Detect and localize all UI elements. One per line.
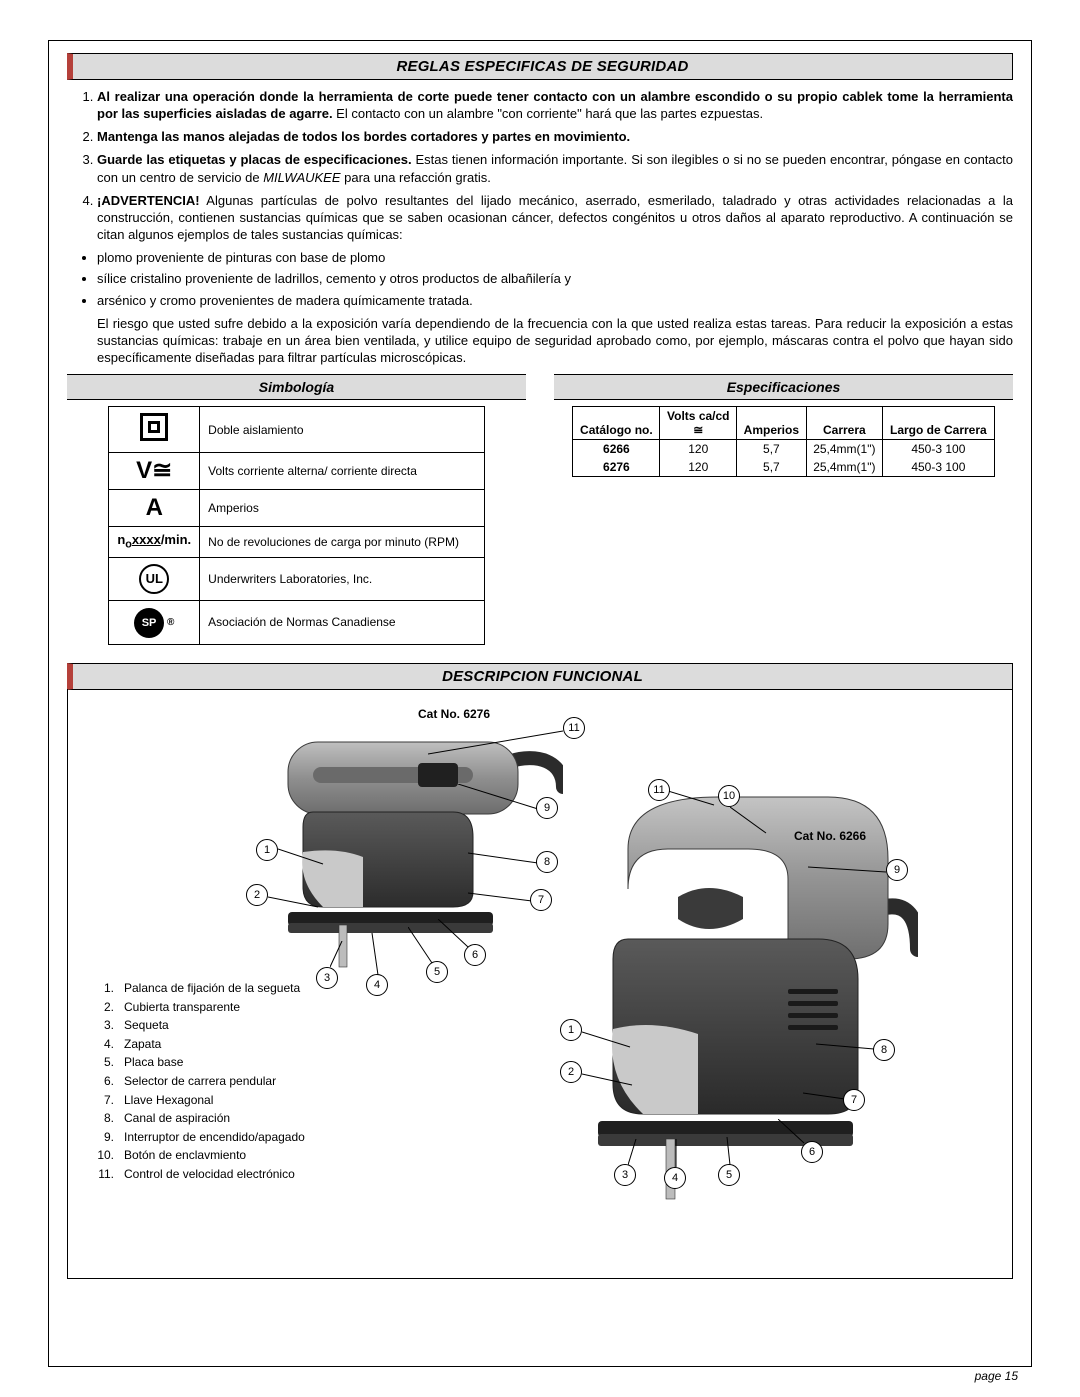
callout-right-4: 4 <box>664 1167 686 1189</box>
bullets-list: plomo proveniente de pinturas con base d… <box>67 249 1013 308</box>
rule-3-lead: Guarde las etiquetas y placas de especif… <box>97 152 412 167</box>
callout-left-2: 2 <box>246 884 268 906</box>
spec-row-1: 6276 120 5,7 25,4mm(1") 450-3 100 <box>573 458 994 477</box>
spec-0-amps: 5,7 <box>737 440 806 459</box>
callout-left-6: 6 <box>464 944 486 966</box>
sim-row-volts: V≅ Volts corriente alterna/ corriente di… <box>109 453 484 490</box>
callout-left-9: 9 <box>536 797 558 819</box>
rule-1-tail: El contacto con un alambre "con corrient… <box>333 106 764 121</box>
jigsaw-6266-icon <box>558 779 918 1219</box>
part-6: 6.Selector de carrera pendular <box>88 1072 305 1091</box>
sim-doble: Doble aislamiento <box>200 407 485 453</box>
heading-reglas: REGLAS ESPECIFICAS DE SEGURIDAD <box>67 53 1013 80</box>
csa-mark-text: SP <box>142 618 157 629</box>
spec-row-0: 6266 120 5,7 25,4mm(1") 450-3 100 <box>573 440 994 459</box>
sim-volts: Volts corriente alterna/ corriente direc… <box>200 453 485 490</box>
heading-especificaciones: Especificaciones <box>554 374 1013 400</box>
part-5: 5.Placa base <box>88 1053 305 1072</box>
th-carrera: Carrera <box>806 407 883 440</box>
callout-left-5: 5 <box>426 961 448 983</box>
th-amperios: Amperios <box>737 407 806 440</box>
spec-1-cat: 6276 <box>573 458 660 477</box>
sim-rpm: No de revoluciones de carga por minuto (… <box>200 527 485 557</box>
rule-4: ¡ADVERTENCIA! Algunas partículas de polv… <box>97 192 1013 243</box>
rule-3: Guarde las etiquetas y placas de especif… <box>97 151 1013 185</box>
rule-2: Mantenga las manos alejadas de todos los… <box>97 128 1013 145</box>
ul-mark-text: UL <box>146 572 163 585</box>
rule-2-lead: Mantenga las manos alejadas de todos los… <box>97 129 630 144</box>
amps-icon: A <box>109 490 200 527</box>
spec-0-cat: 6266 <box>573 440 660 459</box>
rule-4-tail: Algunas partículas de polvo resultantes … <box>97 193 1013 242</box>
callout-left-8: 8 <box>536 851 558 873</box>
part-10: 10.Botón de enclavmiento <box>88 1146 305 1165</box>
rule-1: Al realizar una operación donde la herra… <box>97 88 1013 122</box>
ul-icon: UL <box>109 557 200 600</box>
callout-left-1: 1 <box>256 839 278 861</box>
spec-1-amps: 5,7 <box>737 458 806 477</box>
callout-left-7: 7 <box>530 889 552 911</box>
part-11: 11.Control de velocidad electrónico <box>88 1165 305 1184</box>
sim-csa: Asociación de Normas Canadiense <box>200 600 485 645</box>
rule-3-after-brand: para una refacción gratis. <box>341 170 491 185</box>
heading-simbologia: Simbología <box>67 374 526 400</box>
part-8: 8.Canal de aspiración <box>88 1109 305 1128</box>
volts-acdc-icon: V≅ <box>109 453 200 490</box>
functional-description-area: Cat No. 6276 Cat No. 6266 <box>67 689 1013 1279</box>
rule-4-lead: ¡ADVERTENCIA! <box>97 193 200 208</box>
th-catalogo: Catálogo no. <box>573 407 660 440</box>
sim-row-rpm: noxxxx/min. No de revoluciones de carga … <box>109 527 484 557</box>
sim-row-amps: A Amperios <box>109 490 484 527</box>
spec-1-largo: 450-3 100 <box>883 458 995 477</box>
callout-right-1: 1 <box>560 1019 582 1041</box>
csa-icon: SP ® <box>109 600 200 645</box>
callout-right-6: 6 <box>801 1141 823 1163</box>
rpm-icon: noxxxx/min. <box>109 527 200 557</box>
spec-1-volts: 120 <box>660 458 737 477</box>
callout-left-11: 11 <box>563 717 585 739</box>
callout-right-9: 9 <box>886 859 908 881</box>
especificaciones-table: Catálogo no. Volts ca/cd≅ Amperios Carre… <box>572 406 994 477</box>
callout-right-5: 5 <box>718 1164 740 1186</box>
rules-list: Al realizar una operación donde la herra… <box>67 88 1013 243</box>
part-7: 7.Llave Hexagonal <box>88 1091 305 1110</box>
spec-1-carrera: 25,4mm(1") <box>806 458 883 477</box>
parts-legend: 1.Palanca de fijación de la segueta 2.Cu… <box>88 979 305 1184</box>
cat-label-right: Cat No. 6266 <box>794 829 866 843</box>
callout-right-10: 10 <box>718 785 740 807</box>
part-9: 9.Interruptor de encendido/apagado <box>88 1128 305 1147</box>
part-4: 4.Zapata <box>88 1035 305 1054</box>
sim-ul: Underwriters Laboratories, Inc. <box>200 557 485 600</box>
callout-right-8: 8 <box>873 1039 895 1061</box>
risk-paragraph: El riesgo que usted sufre debido a la ex… <box>67 315 1013 366</box>
callout-right-3: 3 <box>614 1164 636 1186</box>
callout-left-3: 3 <box>316 967 338 989</box>
callout-left-4: 4 <box>366 974 388 996</box>
spec-0-volts: 120 <box>660 440 737 459</box>
sim-amperios: Amperios <box>200 490 485 527</box>
cat-label-left: Cat No. 6276 <box>418 707 490 721</box>
bullet-2: sílice cristalino proveniente de ladrill… <box>97 270 1013 287</box>
spec-0-largo: 450-3 100 <box>883 440 995 459</box>
double-insulation-icon <box>109 407 200 453</box>
spec-0-carrera: 25,4mm(1") <box>806 440 883 459</box>
part-1: 1.Palanca de fijación de la segueta <box>88 979 305 998</box>
th-volts: Volts ca/cd≅ <box>660 407 737 440</box>
bullet-3: arsénico y cromo provenientes de madera … <box>97 292 1013 309</box>
simbologia-table: Doble aislamiento V≅ Volts corriente alt… <box>108 406 484 645</box>
part-3: 3.Sequeta <box>88 1016 305 1035</box>
heading-descripcion: DESCRIPCION FUNCIONAL <box>67 663 1013 690</box>
bullet-1: plomo proveniente de pinturas con base d… <box>97 249 1013 266</box>
page-number: page 15 <box>975 1369 1018 1383</box>
th-largo: Largo de Carrera <box>883 407 995 440</box>
callout-right-11: 11 <box>648 779 670 801</box>
sim-row-csa: SP ® Asociación de Normas Canadiense <box>109 600 484 645</box>
sim-row-doble: Doble aislamiento <box>109 407 484 453</box>
sim-row-ul: UL Underwriters Laboratories, Inc. <box>109 557 484 600</box>
callout-right-2: 2 <box>560 1061 582 1083</box>
part-2: 2.Cubierta transparente <box>88 998 305 1017</box>
brand-milwaukee: MILWAUKEE <box>263 170 340 185</box>
registered-icon: ® <box>167 618 174 628</box>
callout-right-7: 7 <box>843 1089 865 1111</box>
